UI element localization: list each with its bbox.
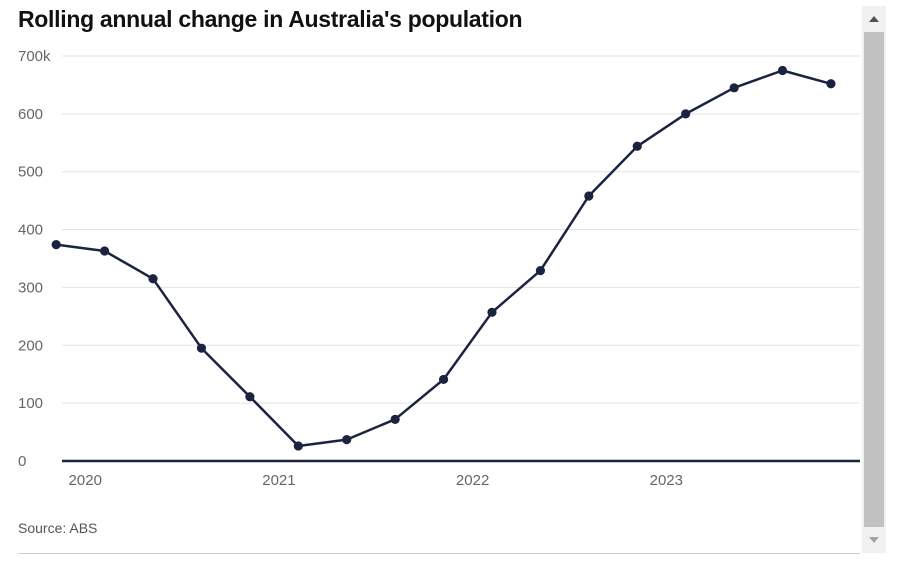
series-line [56,69,832,448]
data-point [293,441,303,451]
x-tick-label: 2021 [262,472,295,489]
x-axis-ticks: 2020 2021 2022 2023 [69,472,683,489]
triangle-up-icon [869,16,879,22]
data-point [390,414,400,424]
data-point [196,343,207,353]
y-tick-label: 700k [18,48,51,65]
scroll-down-button[interactable] [862,527,886,553]
data-point [245,392,255,402]
data-point [584,191,594,201]
triangle-down-icon [869,537,879,543]
chart-title: Rolling annual change in Australia's pop… [18,6,523,32]
x-tick-label: 2023 [650,472,683,489]
y-tick-label: 100 [18,395,43,412]
data-point [100,246,110,256]
x-tick-label: 2022 [456,472,489,489]
data-point [148,274,158,284]
y-tick-label: 0 [18,453,26,470]
y-tick-label: 500 [18,164,43,181]
data-point [826,79,836,89]
data-point [681,109,691,119]
data-point [777,65,788,76]
scrollbar-thumb[interactable] [864,32,884,527]
source-note: Source: ABS [18,520,98,536]
y-tick-label: 400 [18,222,43,239]
gridlines [62,55,860,404]
series-layer [51,65,836,451]
y-tick-label: 300 [18,279,43,296]
data-point [487,307,497,317]
line-chart: 0 100 200 300 400 500 600 700k 2020 2021 2022 2023 [18,48,860,489]
scroll-up-button[interactable] [862,6,886,32]
data-point [632,141,642,151]
data-point [342,434,352,445]
data-point [535,266,546,276]
bottom-divider [18,553,860,554]
data-point [729,83,739,93]
vertical-scrollbar[interactable] [862,6,886,553]
y-tick-label: 600 [18,106,43,123]
data-point [51,240,61,250]
x-tick-label: 2020 [69,472,102,489]
data-point [438,374,449,385]
y-tick-label: 200 [18,337,43,354]
y-axis-ticks: 0 100 200 300 400 500 600 700k [18,48,51,470]
